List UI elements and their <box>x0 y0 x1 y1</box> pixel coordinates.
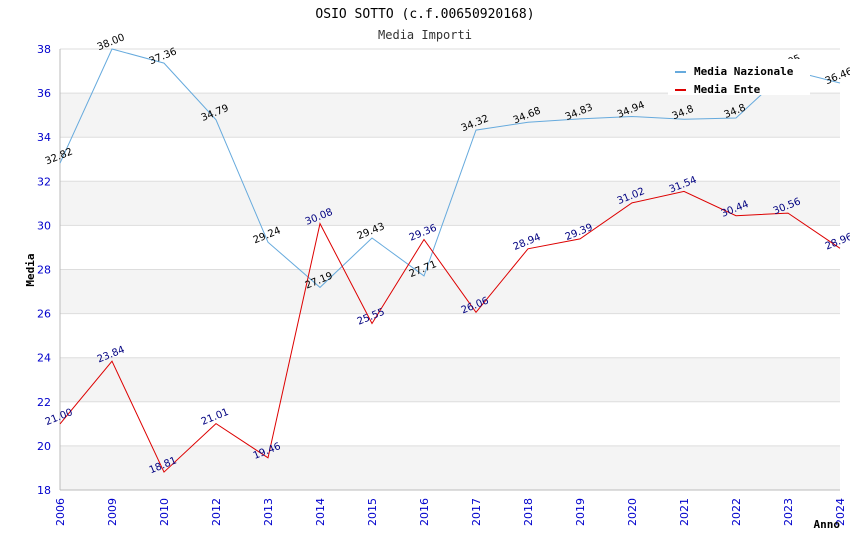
legend-label-media-ente: Media Ente <box>694 83 761 96</box>
x-tick-label: 2014 <box>314 498 327 526</box>
x-tick-label: 2006 <box>54 498 67 526</box>
plot-band <box>60 401 840 446</box>
plot-band <box>60 93 840 138</box>
y-tick-label: 36 <box>37 87 51 100</box>
x-tick-label: 2023 <box>782 498 795 526</box>
axes <box>59 49 840 491</box>
legend: Media Nazionale Media Ente <box>668 59 810 96</box>
plot-band <box>60 445 840 490</box>
x-tick-label: 2019 <box>574 498 587 526</box>
y-tick-label: 18 <box>37 484 51 497</box>
y-tick-label: 38 <box>37 43 51 56</box>
y-tick-label: 28 <box>37 264 51 277</box>
chart-title: OSIO SOTTO (c.f.00650920168) <box>315 7 534 22</box>
legend-label-media-nazionale: Media Nazionale <box>694 65 794 78</box>
y-axis-label: Media <box>24 253 37 286</box>
x-axis-label: Anno <box>814 518 841 531</box>
plot-band <box>60 313 840 358</box>
plot-band <box>60 225 840 270</box>
x-tick-label: 2013 <box>262 498 275 526</box>
x-tick-label: 2016 <box>418 498 431 526</box>
series-line-media-ente <box>59 190 841 473</box>
x-tick-label: 2022 <box>730 498 743 526</box>
x-tick-label: 2009 <box>106 498 119 526</box>
x-tick-label: 2024 <box>834 498 847 526</box>
x-tick-label: 2020 <box>626 498 639 526</box>
y-tick-label: 26 <box>37 308 51 321</box>
legend-box <box>668 59 810 95</box>
y-tick-label: 22 <box>37 396 51 409</box>
series-line-media-nazionale <box>59 48 841 289</box>
plot-band <box>60 357 840 402</box>
series-lines <box>59 48 841 473</box>
x-tick-label: 2018 <box>522 498 535 526</box>
x-axis-ticks: 2006 2009 2010 2012 2013 2014 2015 2016 2017 2018… <box>54 498 847 526</box>
x-tick-label: 2012 <box>210 498 223 526</box>
y-tick-label: 30 <box>37 219 51 232</box>
chart-subtitle: Media Importi <box>378 28 472 42</box>
y-tick-label: 32 <box>37 175 51 188</box>
x-tick-label: 2021 <box>678 498 691 526</box>
plot-band <box>60 269 840 314</box>
y-tick-label: 34 <box>37 131 51 144</box>
x-tick-label: 2017 <box>470 498 483 526</box>
y-tick-label: 24 <box>37 352 51 365</box>
plot-background <box>60 49 840 490</box>
y-axis-ticks: 18 20 22 24 26 28 30 32 34 36 38 <box>37 43 51 497</box>
plot-band <box>60 137 840 182</box>
x-tick-label: 2015 <box>366 498 379 526</box>
x-tick-label: 2010 <box>158 498 171 526</box>
y-tick-label: 20 <box>37 440 51 453</box>
